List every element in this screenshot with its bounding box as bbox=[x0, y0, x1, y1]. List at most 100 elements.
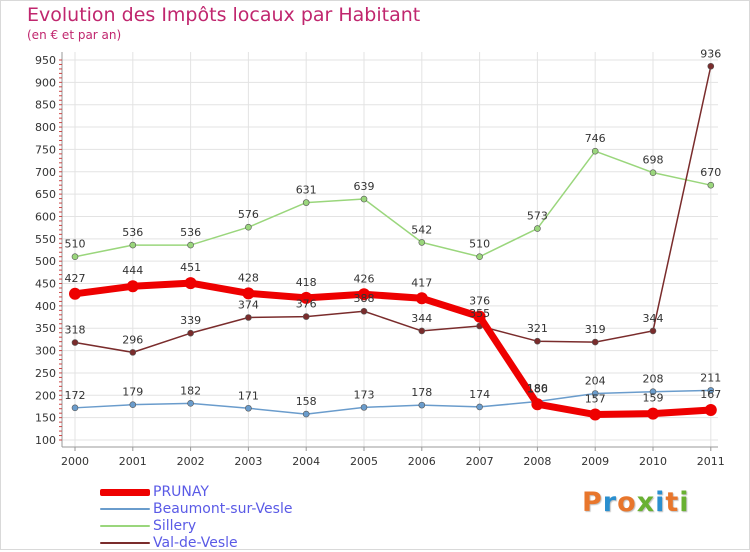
data-point-sillery bbox=[360, 195, 368, 203]
data-label-beaumont-sur-vesle: 174 bbox=[469, 388, 490, 401]
data-label-beaumont-sur-vesle: 208 bbox=[643, 373, 664, 386]
data-label-prunay: 428 bbox=[238, 271, 259, 284]
data-label-beaumont-sur-vesle: 171 bbox=[238, 389, 259, 402]
data-point-beaumont-sur-vesle bbox=[129, 401, 137, 408]
data-label-val-de-vesle: 321 bbox=[527, 322, 548, 335]
x-tick-label: 2004 bbox=[292, 455, 320, 468]
legend-swatch-prunay bbox=[100, 489, 150, 496]
legend-label-val-de-vesle: Val-de-Vesle bbox=[153, 535, 238, 551]
series-layer bbox=[69, 62, 717, 421]
data-label-sillery: 670 bbox=[700, 166, 721, 179]
data-label-val-de-vesle: 344 bbox=[411, 312, 432, 325]
data-label-sillery: 746 bbox=[585, 132, 606, 145]
proxiti-logo: Proxiti bbox=[582, 487, 690, 518]
data-point-sillery bbox=[649, 169, 657, 176]
y-tick-label: 300 bbox=[35, 345, 56, 358]
data-point-beaumont-sur-vesle bbox=[476, 403, 483, 411]
y-tick-label: 250 bbox=[35, 367, 56, 380]
x-tick-label: 2011 bbox=[697, 455, 725, 468]
data-point-sillery bbox=[476, 253, 483, 261]
data-point-sillery bbox=[71, 253, 79, 261]
data-label-prunay: 418 bbox=[296, 276, 317, 289]
y-tick-label: 600 bbox=[35, 210, 56, 223]
data-point-val-de-vesle bbox=[360, 307, 368, 315]
y-tick-label: 750 bbox=[35, 143, 56, 156]
y-tick-label: 350 bbox=[35, 322, 56, 335]
data-label-sillery: 510 bbox=[469, 238, 490, 251]
series-line-beaumont-sur-vesle bbox=[74, 389, 712, 415]
axis-layer: 100 150 200 250 300 350 400 450 500 550 600 650 700 7… bbox=[35, 52, 725, 468]
chart-subtitle: (en € et par an) bbox=[27, 28, 122, 42]
data-point-beaumont-sur-vesle bbox=[71, 404, 79, 412]
data-label-sillery: 698 bbox=[643, 154, 664, 167]
y-tick-label: 200 bbox=[35, 389, 56, 402]
data-label-beaumont-sur-vesle: 178 bbox=[411, 386, 432, 399]
data-label-val-de-vesle: 339 bbox=[180, 314, 201, 327]
data-point-sillery bbox=[418, 239, 426, 246]
data-label-val-de-vesle: 344 bbox=[643, 312, 664, 325]
data-label-prunay: 167 bbox=[700, 388, 721, 401]
series-line-sillery bbox=[74, 150, 712, 258]
y-tick-label: 700 bbox=[35, 166, 56, 179]
data-label-prunay: 157 bbox=[585, 393, 606, 406]
data-point-sillery bbox=[245, 223, 252, 231]
data-point-val-de-vesle bbox=[649, 327, 657, 335]
y-tick-label: 450 bbox=[35, 278, 56, 291]
data-point-prunay bbox=[358, 288, 370, 301]
data-point-prunay bbox=[242, 287, 255, 300]
series-line-val-de-vesle bbox=[74, 65, 712, 354]
legend-label-prunay: PRUNAY bbox=[153, 484, 209, 500]
data-label-sillery: 573 bbox=[527, 210, 548, 223]
logo-letter: P bbox=[582, 487, 603, 518]
data-label-prunay: 180 bbox=[527, 382, 548, 395]
y-tick-label: 500 bbox=[35, 255, 56, 268]
data-label-prunay: 444 bbox=[122, 264, 143, 277]
y-tick-label: 800 bbox=[35, 121, 56, 134]
logo-letter: i bbox=[679, 487, 690, 518]
data-label-layer: 427 444 451 428 418 426 417 376 180 157 159 167 172 1… bbox=[65, 47, 722, 408]
chart-title: Evolution des Impôts locaux par Habitant bbox=[27, 4, 421, 26]
y-tick-label: 900 bbox=[35, 76, 56, 89]
data-point-sillery bbox=[187, 241, 194, 249]
data-label-val-de-vesle: 318 bbox=[65, 324, 86, 337]
y-tick-label: 400 bbox=[35, 300, 56, 313]
data-point-beaumont-sur-vesle bbox=[187, 400, 194, 407]
data-label-val-de-vesle: 355 bbox=[469, 307, 490, 320]
data-point-beaumont-sur-vesle bbox=[707, 387, 715, 394]
data-point-prunay bbox=[589, 408, 602, 421]
data-label-prunay: 376 bbox=[469, 295, 490, 308]
data-point-sillery bbox=[534, 225, 541, 232]
x-tick-label: 2000 bbox=[61, 455, 89, 468]
y-tick-label: 150 bbox=[35, 412, 56, 425]
data-point-prunay bbox=[473, 310, 486, 323]
data-point-val-de-vesle bbox=[245, 314, 252, 321]
data-point-prunay bbox=[300, 291, 313, 304]
data-label-val-de-vesle: 936 bbox=[700, 47, 721, 60]
data-label-beaumont-sur-vesle: 172 bbox=[65, 389, 86, 402]
data-label-prunay: 426 bbox=[354, 272, 375, 285]
data-label-beaumont-sur-vesle: 186 bbox=[527, 383, 548, 396]
data-label-beaumont-sur-vesle: 179 bbox=[122, 386, 143, 399]
data-label-prunay: 417 bbox=[411, 276, 432, 289]
x-tick-label: 2010 bbox=[639, 455, 667, 468]
data-label-sillery: 536 bbox=[180, 226, 201, 239]
logo-letter: t bbox=[665, 487, 680, 518]
x-tick-label: 2008 bbox=[523, 455, 551, 468]
data-label-sillery: 510 bbox=[65, 238, 86, 251]
grid-layer bbox=[62, 52, 718, 447]
data-point-prunay bbox=[704, 404, 717, 417]
data-point-prunay bbox=[415, 292, 428, 305]
data-point-prunay bbox=[184, 277, 197, 290]
data-label-beaumont-sur-vesle: 182 bbox=[180, 384, 201, 397]
y-tick-label: 650 bbox=[35, 188, 56, 201]
series-line-prunay bbox=[71, 279, 715, 419]
x-tick-label: 2009 bbox=[581, 455, 609, 468]
data-point-prunay bbox=[126, 280, 139, 293]
data-point-prunay bbox=[531, 398, 544, 411]
x-tick-label: 2007 bbox=[466, 455, 494, 468]
y-tick-label: 100 bbox=[35, 434, 56, 447]
x-tick-label: 2003 bbox=[234, 455, 262, 468]
legend-swatch-beaumont-sur-vesle bbox=[100, 508, 150, 510]
data-label-sillery: 542 bbox=[411, 223, 432, 236]
